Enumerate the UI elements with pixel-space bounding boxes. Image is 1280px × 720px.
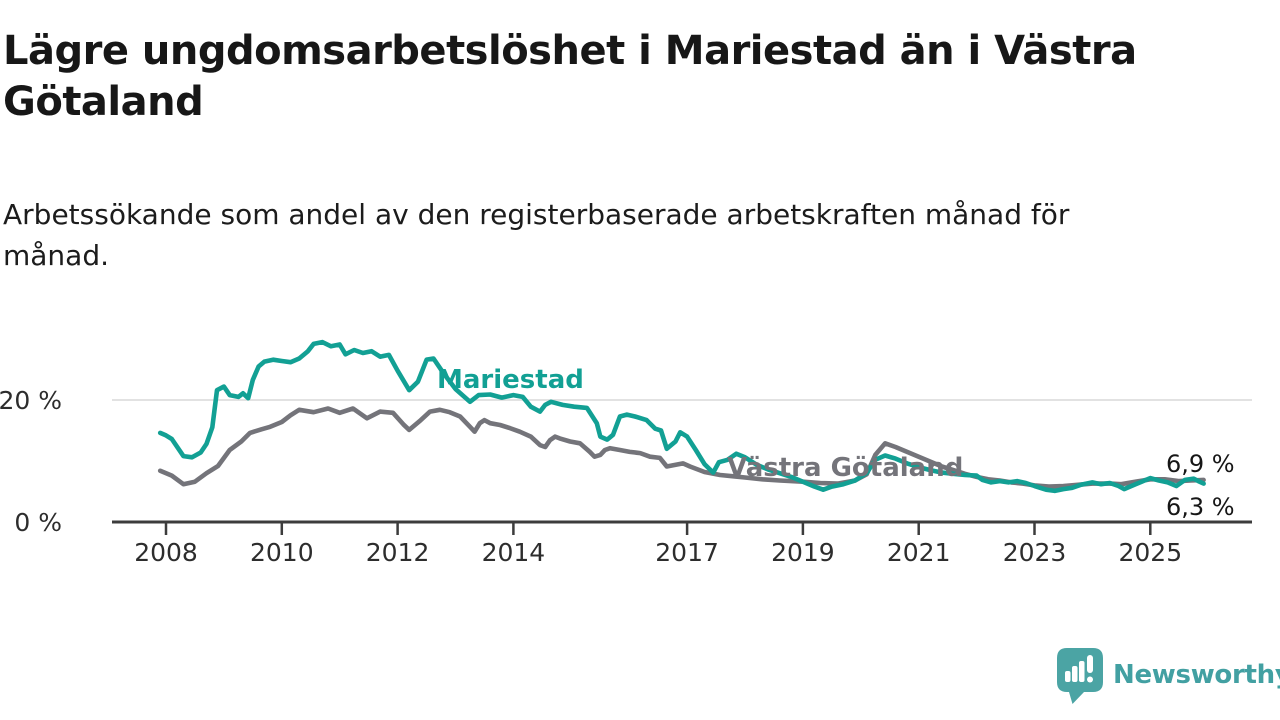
x-tick-label: 2021 — [887, 538, 951, 567]
chart-subtitle-line-2: månad. — [3, 239, 110, 272]
chart-subtitle: Arbetssökande som andel av den registerb… — [3, 194, 1223, 276]
line-mariestad — [157, 339, 1206, 494]
x-tick-label: 2010 — [250, 538, 314, 567]
series-label-mariestad: Mariestad — [437, 365, 584, 395]
end-value-label-vastra-gotaland: 6,9 % — [1166, 450, 1235, 478]
page-title-line-1: Lägre ungdomsarbetslöshet i Mariestad än… — [3, 28, 1137, 74]
series-label-vastra-gotaland: Västra Götaland — [727, 453, 964, 483]
line-v-stra-g-taland — [157, 406, 1206, 489]
y-tick-label: 0 % — [14, 508, 62, 537]
page-title: Lägre ungdomsarbetslöshet i Mariestad än… — [3, 26, 1223, 128]
x-tick-label: 2025 — [1118, 538, 1182, 567]
y-tick-label: 20 % — [0, 386, 62, 415]
newsworthy-logo-icon — [1056, 647, 1104, 709]
x-tick-label: 2017 — [655, 538, 719, 567]
end-value-label-mariestad: 6,3 % — [1166, 493, 1235, 521]
x-tick-label: 2008 — [134, 538, 198, 567]
newsworthy-wordmark: Newsworthy — [1113, 660, 1280, 690]
x-tick-label: 2019 — [771, 538, 835, 567]
newsworthy-brand: Newsworthy — [1056, 647, 1280, 709]
x-tick-label: 2023 — [1003, 538, 1067, 567]
x-tick-label: 2014 — [482, 538, 546, 567]
chart-subtitle-line-1: Arbetssökande som andel av den registerb… — [3, 198, 1070, 231]
page-title-line-2: Götaland — [3, 79, 204, 125]
x-tick-label: 2012 — [366, 538, 430, 567]
